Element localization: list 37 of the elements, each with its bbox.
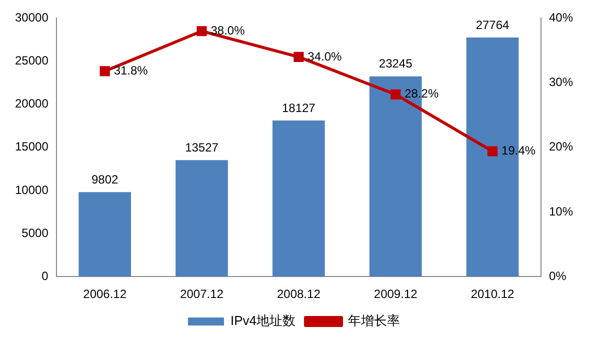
bar — [272, 120, 325, 277]
x-tick-label: 2010.12 — [470, 287, 515, 302]
point — [294, 52, 304, 62]
y2-tick-label: 0% — [548, 268, 567, 283]
x-tick-label: 2008.12 — [276, 287, 321, 302]
point — [390, 89, 401, 100]
y2-tick-label: 30% — [548, 75, 574, 90]
data-label: 31.8% — [114, 63, 148, 78]
data-label: 28.2% — [404, 86, 439, 101]
x-tick-label: 2006.12 — [83, 287, 127, 302]
point — [487, 146, 498, 156]
y2-tick-label: 10% — [548, 204, 574, 218]
data-label: 34.0% — [308, 49, 342, 64]
bar — [78, 192, 131, 277]
y-tick-label: 10000 — [14, 182, 49, 197]
y-tick-label: 15000 — [14, 140, 49, 154]
point — [196, 26, 207, 36]
data-label: 27764 — [476, 18, 510, 32]
y-tick-label: 25000 — [14, 54, 49, 68]
y-tick-label: 0 — [42, 268, 49, 283]
data-label: 23245 — [378, 56, 413, 71]
data-label: 13527 — [185, 140, 219, 154]
data-label: 9802 — [91, 172, 118, 186]
y-tick-label: 5000 — [22, 226, 49, 240]
y2-tick-label: 20% — [548, 140, 574, 154]
y-tick-label: 20000 — [14, 96, 49, 111]
y2-tick-label: 40% — [548, 10, 574, 25]
y-tick-label: 30000 — [14, 10, 49, 25]
x-tick-label: 2009.12 — [374, 287, 418, 302]
x-tick-label: 2007.12 — [180, 287, 224, 302]
data-label: 19.4% — [502, 144, 536, 158]
legend-label: IPv4地址数 — [230, 313, 296, 328]
point — [100, 66, 110, 76]
legend-label: 年增长率 — [348, 313, 400, 328]
bar — [176, 160, 228, 277]
data-label: 18127 — [282, 100, 316, 115]
data-label: 38.0% — [210, 23, 246, 38]
